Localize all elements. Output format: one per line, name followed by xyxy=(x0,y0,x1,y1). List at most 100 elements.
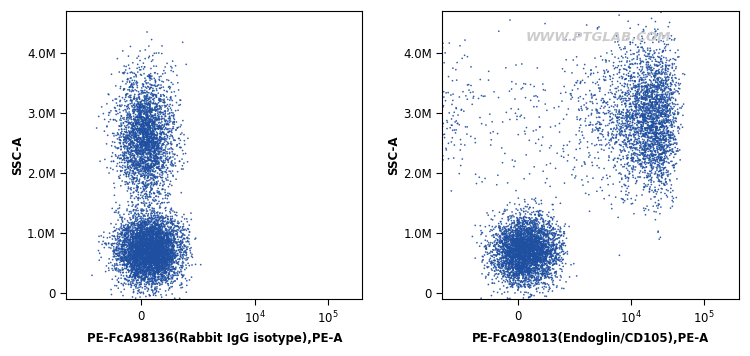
Point xyxy=(622,85,634,91)
Point xyxy=(506,273,518,279)
Point xyxy=(140,131,152,137)
Point xyxy=(669,75,681,80)
Point xyxy=(170,63,182,69)
Point xyxy=(136,156,148,161)
Point xyxy=(663,86,675,91)
Point xyxy=(157,169,169,174)
Point xyxy=(134,141,146,146)
Point xyxy=(130,126,142,132)
Point xyxy=(137,168,149,174)
Point xyxy=(143,181,155,187)
Point xyxy=(124,251,136,257)
Point xyxy=(650,148,662,154)
Point xyxy=(515,233,527,239)
Point xyxy=(128,253,140,259)
Point xyxy=(535,251,547,257)
Point xyxy=(670,195,682,200)
Point xyxy=(120,237,132,243)
Point xyxy=(142,232,154,238)
Point xyxy=(134,251,146,257)
Point xyxy=(142,102,154,108)
Point xyxy=(137,150,149,155)
Point xyxy=(524,266,536,271)
Point xyxy=(140,250,152,255)
Point xyxy=(509,275,521,281)
Point xyxy=(494,239,506,244)
Point xyxy=(154,238,166,244)
Point xyxy=(507,265,519,270)
Point xyxy=(151,92,163,98)
Point xyxy=(520,238,532,244)
Point xyxy=(538,231,550,237)
Point xyxy=(167,266,179,271)
Point xyxy=(522,268,534,273)
Point xyxy=(662,129,674,134)
Point xyxy=(646,103,658,109)
Point xyxy=(656,119,668,124)
Point xyxy=(133,255,145,261)
Point xyxy=(148,226,160,232)
Point xyxy=(652,205,664,211)
Point xyxy=(160,230,172,236)
Point xyxy=(146,239,158,245)
Point xyxy=(646,125,658,130)
Point xyxy=(142,265,154,271)
Point xyxy=(130,170,142,176)
Point xyxy=(660,70,672,75)
Point xyxy=(634,78,646,84)
Point xyxy=(611,33,623,39)
Point xyxy=(142,194,154,199)
Point xyxy=(160,252,172,257)
Point xyxy=(526,251,538,256)
Point xyxy=(626,169,638,175)
Point xyxy=(137,252,149,258)
Point xyxy=(637,164,649,170)
Point xyxy=(543,220,555,226)
Point xyxy=(524,255,536,260)
Point xyxy=(508,246,520,252)
Point xyxy=(546,231,558,237)
Point xyxy=(140,190,152,196)
Point xyxy=(545,227,557,233)
Point xyxy=(597,127,609,133)
Point xyxy=(528,259,540,265)
Point xyxy=(651,157,663,162)
Point xyxy=(620,81,632,87)
Point xyxy=(503,241,515,247)
Point xyxy=(128,251,140,257)
Point xyxy=(622,167,634,173)
Point xyxy=(156,263,168,269)
Point xyxy=(147,143,159,149)
Point xyxy=(142,146,154,152)
Point xyxy=(184,250,196,256)
Point xyxy=(153,260,165,265)
Point xyxy=(536,274,548,280)
Point xyxy=(128,227,140,233)
Point xyxy=(644,177,656,183)
Point xyxy=(129,251,141,256)
Point xyxy=(502,254,514,260)
Point xyxy=(163,254,175,260)
Point xyxy=(166,231,178,237)
Point xyxy=(518,263,530,269)
Point xyxy=(136,237,148,243)
Point xyxy=(519,247,531,253)
Point xyxy=(138,221,150,226)
Point xyxy=(118,260,130,265)
Point xyxy=(134,151,146,157)
Point xyxy=(607,115,619,121)
Point xyxy=(614,114,626,120)
Point xyxy=(490,240,502,246)
Point xyxy=(626,148,638,153)
Point xyxy=(613,156,625,161)
Point xyxy=(130,227,142,233)
Point xyxy=(529,254,541,260)
Point xyxy=(663,74,675,80)
Point xyxy=(637,124,649,129)
Point xyxy=(605,201,617,207)
Point xyxy=(652,172,664,177)
Point xyxy=(610,124,622,130)
Point xyxy=(147,258,159,263)
Point xyxy=(137,134,149,140)
Point xyxy=(142,129,154,135)
